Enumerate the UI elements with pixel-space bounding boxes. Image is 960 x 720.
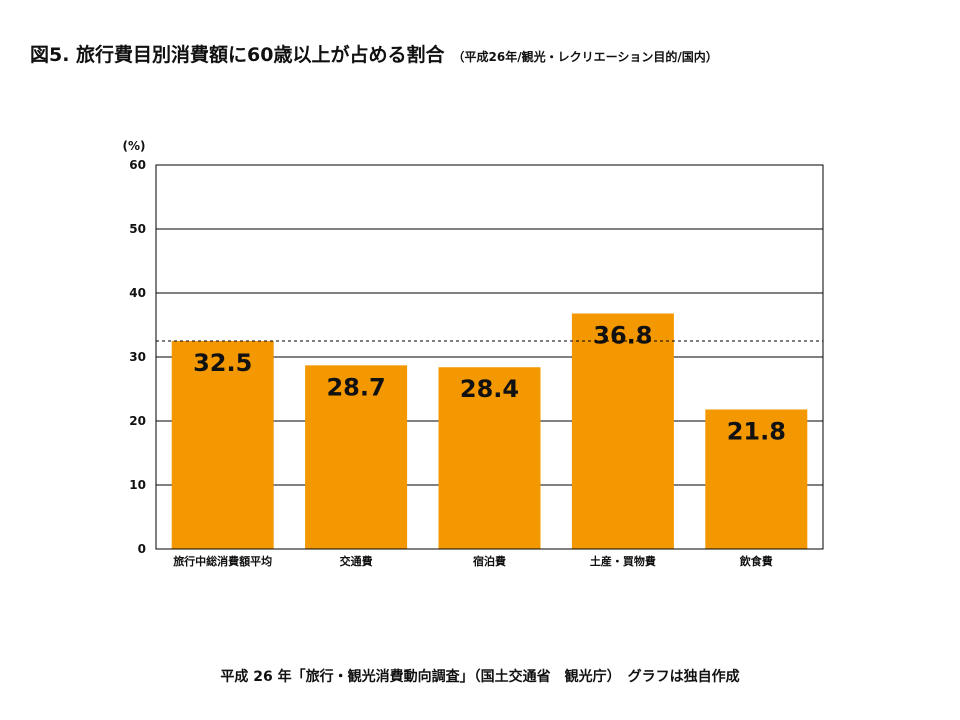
data-label: 21.8 — [727, 417, 786, 445]
y-axis-unit-label: (%) — [123, 139, 146, 153]
y-tick-label: 30 — [129, 350, 146, 364]
x-tick-label: 宿泊費 — [473, 554, 506, 568]
y-tick-label: 20 — [129, 414, 146, 428]
chart-title-sub: （平成26年/観光・レクリエーション目的/国内） — [452, 50, 718, 64]
y-tick-label: 50 — [129, 222, 146, 236]
x-tick-label: 土産・買物費 — [590, 554, 656, 568]
bar — [305, 365, 408, 549]
y-tick-label: 60 — [129, 158, 146, 172]
data-label: 28.7 — [326, 373, 385, 401]
data-label: 28.4 — [460, 375, 519, 403]
x-tick-label: 交通費 — [340, 554, 373, 568]
bar — [438, 367, 541, 549]
source-note: 平成 26 年「旅行・観光消費動向調査」（国土交通省 観光庁） グラフは独自作成 — [220, 669, 740, 685]
bar — [571, 313, 674, 549]
y-tick-label: 10 — [129, 478, 146, 492]
plot-frame — [155, 164, 824, 550]
x-tick-label: 旅行中総消費額平均 — [173, 554, 272, 568]
y-tick-label: 0 — [138, 542, 146, 556]
bar — [171, 341, 274, 549]
x-tick-label: 飲食費 — [739, 554, 773, 568]
chart-title: 図5. 旅行費目別消費額に60歳以上が占める割合 （平成26年/観光・レクリエーシ… — [30, 40, 718, 67]
y-tick-label: 40 — [129, 286, 146, 300]
chart-title-main: 図5. 旅行費目別消費額に60歳以上が占める割合 — [30, 44, 445, 66]
data-label: 32.5 — [193, 349, 252, 377]
bar — [705, 409, 808, 549]
data-label: 36.8 — [593, 321, 652, 349]
